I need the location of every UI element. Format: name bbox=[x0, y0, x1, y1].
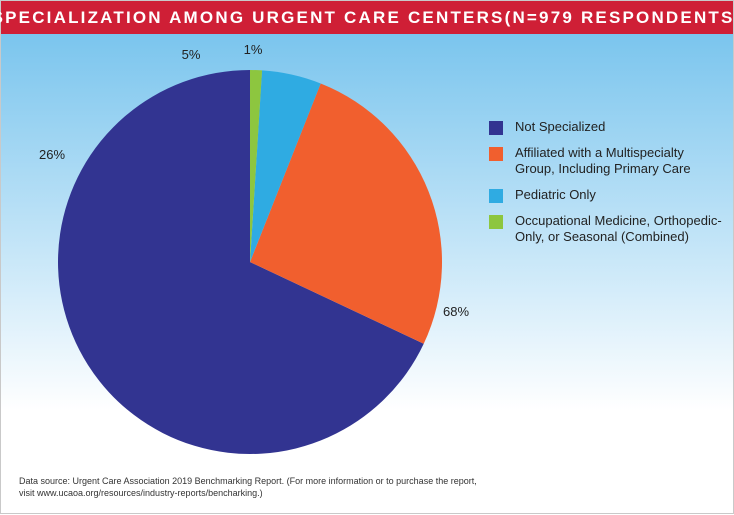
pie-labels: 68% 26% 5% 1% bbox=[39, 42, 469, 319]
legend-label: Pediatric Only bbox=[515, 187, 596, 202]
legend-label: Occupational Medicine, Orthopedic-Only, … bbox=[515, 213, 722, 244]
legend-item-pediatric: Pediatric Only bbox=[489, 187, 725, 203]
source-line-2: visit www.ucaoa.org/resources/industry-r… bbox=[19, 488, 263, 498]
slice-not-specialized bbox=[58, 70, 424, 454]
chart-title: SPECIALIZATION AMONG URGENT CARE CENTERS… bbox=[0, 1, 734, 34]
slice-percent-label: 68% bbox=[443, 304, 469, 319]
legend: Not Specialized Affiliated with a Multis… bbox=[489, 119, 725, 255]
slice-occupational bbox=[250, 70, 263, 262]
legend-label: Not Specialized bbox=[515, 119, 606, 134]
legend-swatch bbox=[489, 121, 503, 135]
legend-swatch bbox=[489, 215, 503, 229]
legend-swatch bbox=[489, 147, 503, 161]
legend-swatch bbox=[489, 189, 503, 203]
pie-slices bbox=[58, 70, 443, 454]
legend-item-not-specialized: Not Specialized bbox=[489, 119, 725, 135]
source-note: Data source: Urgent Care Association 201… bbox=[19, 475, 579, 499]
slice-multispecialty bbox=[250, 83, 443, 344]
slice-percent-label: 1% bbox=[244, 42, 263, 57]
legend-item-multispecialty: Affiliated with a Multispecialty Group, … bbox=[489, 145, 725, 177]
slice-percent-label: 26% bbox=[39, 147, 65, 162]
source-line-1: Data source: Urgent Care Association 201… bbox=[19, 476, 477, 486]
legend-label: Affiliated with a Multispecialty Group, … bbox=[515, 145, 691, 176]
legend-item-occupational: Occupational Medicine, Orthopedic-Only, … bbox=[489, 213, 725, 245]
slice-pediatric bbox=[250, 70, 321, 262]
slice-percent-label: 5% bbox=[182, 47, 201, 62]
